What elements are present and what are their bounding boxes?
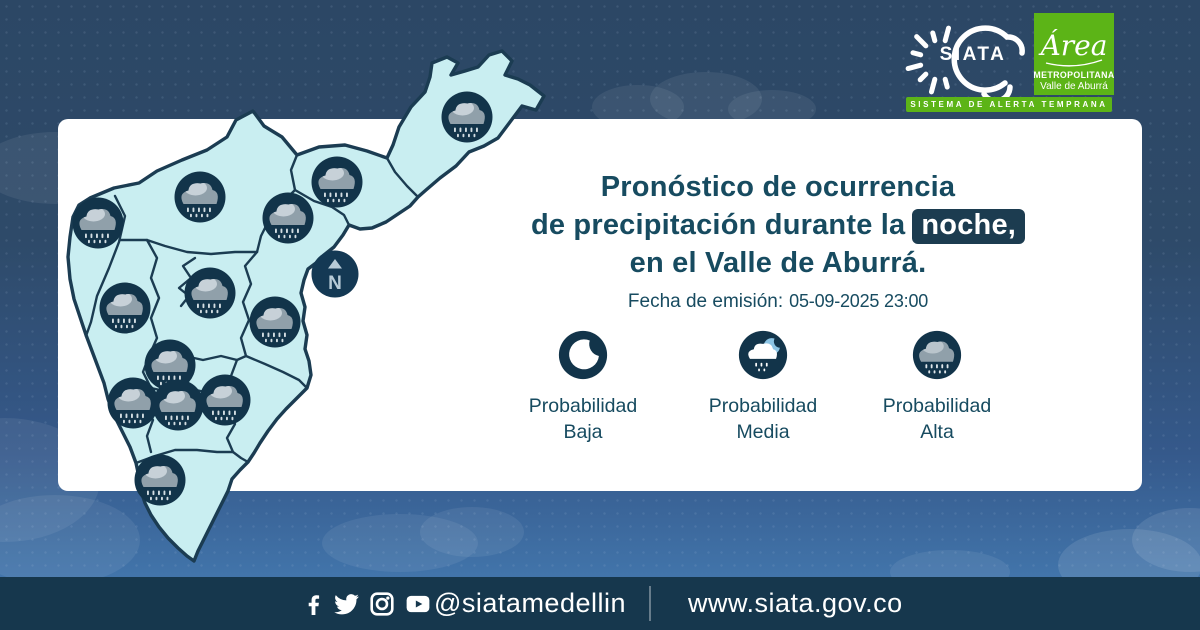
website-url[interactable]: www.siata.gov.co <box>688 588 903 618</box>
twitter-icon[interactable] <box>333 591 360 617</box>
siata-logo: SIATA Área METROPOLITANA Valle de Aburrá <box>905 13 1115 104</box>
moon-icon <box>558 330 608 380</box>
title-line-2-text: de precipitación durante la <box>530 209 906 241</box>
emission-label: Fecha de emisión: <box>627 291 784 312</box>
rain-cloud-icon <box>199 374 251 426</box>
rain-cloud-icon <box>152 379 204 431</box>
cloud-light-rain-icon <box>738 330 788 380</box>
footer-divider <box>649 586 651 621</box>
title-block: Pronóstico de ocurrencia de precipitació… <box>458 168 1098 313</box>
legend-item-media: Probabilidad Media <box>653 328 873 445</box>
rain-cloud-icon <box>134 454 186 506</box>
compass-north-icon: N <box>311 250 359 298</box>
rain-cloud-icon <box>249 296 301 348</box>
cloud-heavy-rain-icon <box>912 330 962 380</box>
emission-line: Fecha de emisión: 05-09-2025 23:00 <box>458 291 1098 313</box>
title-line-3: en el Valle de Aburrá. <box>629 247 927 279</box>
area-swash <box>1045 59 1103 67</box>
emission-value: 05-09-2025 23:00 <box>789 291 929 311</box>
social-handle[interactable]: @siatamedellin <box>434 588 626 618</box>
facebook-icon[interactable] <box>300 591 324 617</box>
rain-cloud-icon <box>144 339 196 391</box>
footer-bar: @siatamedellin www.siata.gov.co <box>0 577 1200 630</box>
rain-cloud-icon <box>99 282 151 334</box>
area-metropolitana-logo: Área METROPOLITANA Valle de Aburrá <box>1033 13 1115 95</box>
legend-label: Probabilidad Media <box>708 395 818 443</box>
legend-item-baja: Probabilidad Baja <box>473 328 693 445</box>
rain-cloud-icon <box>311 156 363 208</box>
tagline-text: SISTEMA DE ALERTA TEMPRANA <box>910 100 1108 109</box>
sun-icon <box>905 25 952 95</box>
legend-label: Probabilidad Baja <box>528 395 638 443</box>
probability-legend: Probabilidad Baja Probabilidad Media Proba… <box>0 328 1200 458</box>
area-script-text: Área <box>1038 29 1108 62</box>
rain-cloud-icon <box>262 192 314 244</box>
youtube-icon[interactable] <box>404 591 432 617</box>
brand-header: SIATA Área METROPOLITANA Valle de Aburrá… <box>900 4 1136 122</box>
title-line-2: de precipitación durante la noche, <box>458 206 1098 244</box>
siata-wordmark: SIATA <box>940 44 1007 65</box>
svg-text:N: N <box>328 273 342 294</box>
area-line1: METROPOLITANA <box>1033 70 1115 80</box>
rain-cloud-icon <box>72 197 124 249</box>
legend-label: Probabilidad Alta <box>882 395 992 443</box>
title-line-1: Pronóstico de ocurrencia <box>600 171 956 203</box>
cloud-outline-icon <box>951 25 1025 93</box>
area-line2: Valle de Aburrá <box>1040 81 1108 92</box>
title-highlight-noche: noche, <box>912 209 1026 244</box>
rain-cloud-icon <box>441 91 493 143</box>
social-icons <box>300 577 432 630</box>
legend-item-alta: Probabilidad Alta <box>827 328 1047 445</box>
tagline-bar: SISTEMA DE ALERTA TEMPRANA <box>906 97 1112 112</box>
instagram-icon[interactable] <box>369 591 395 617</box>
rain-cloud-icon <box>174 171 226 223</box>
rain-cloud-icon <box>107 377 159 429</box>
rain-cloud-icon <box>184 267 236 319</box>
